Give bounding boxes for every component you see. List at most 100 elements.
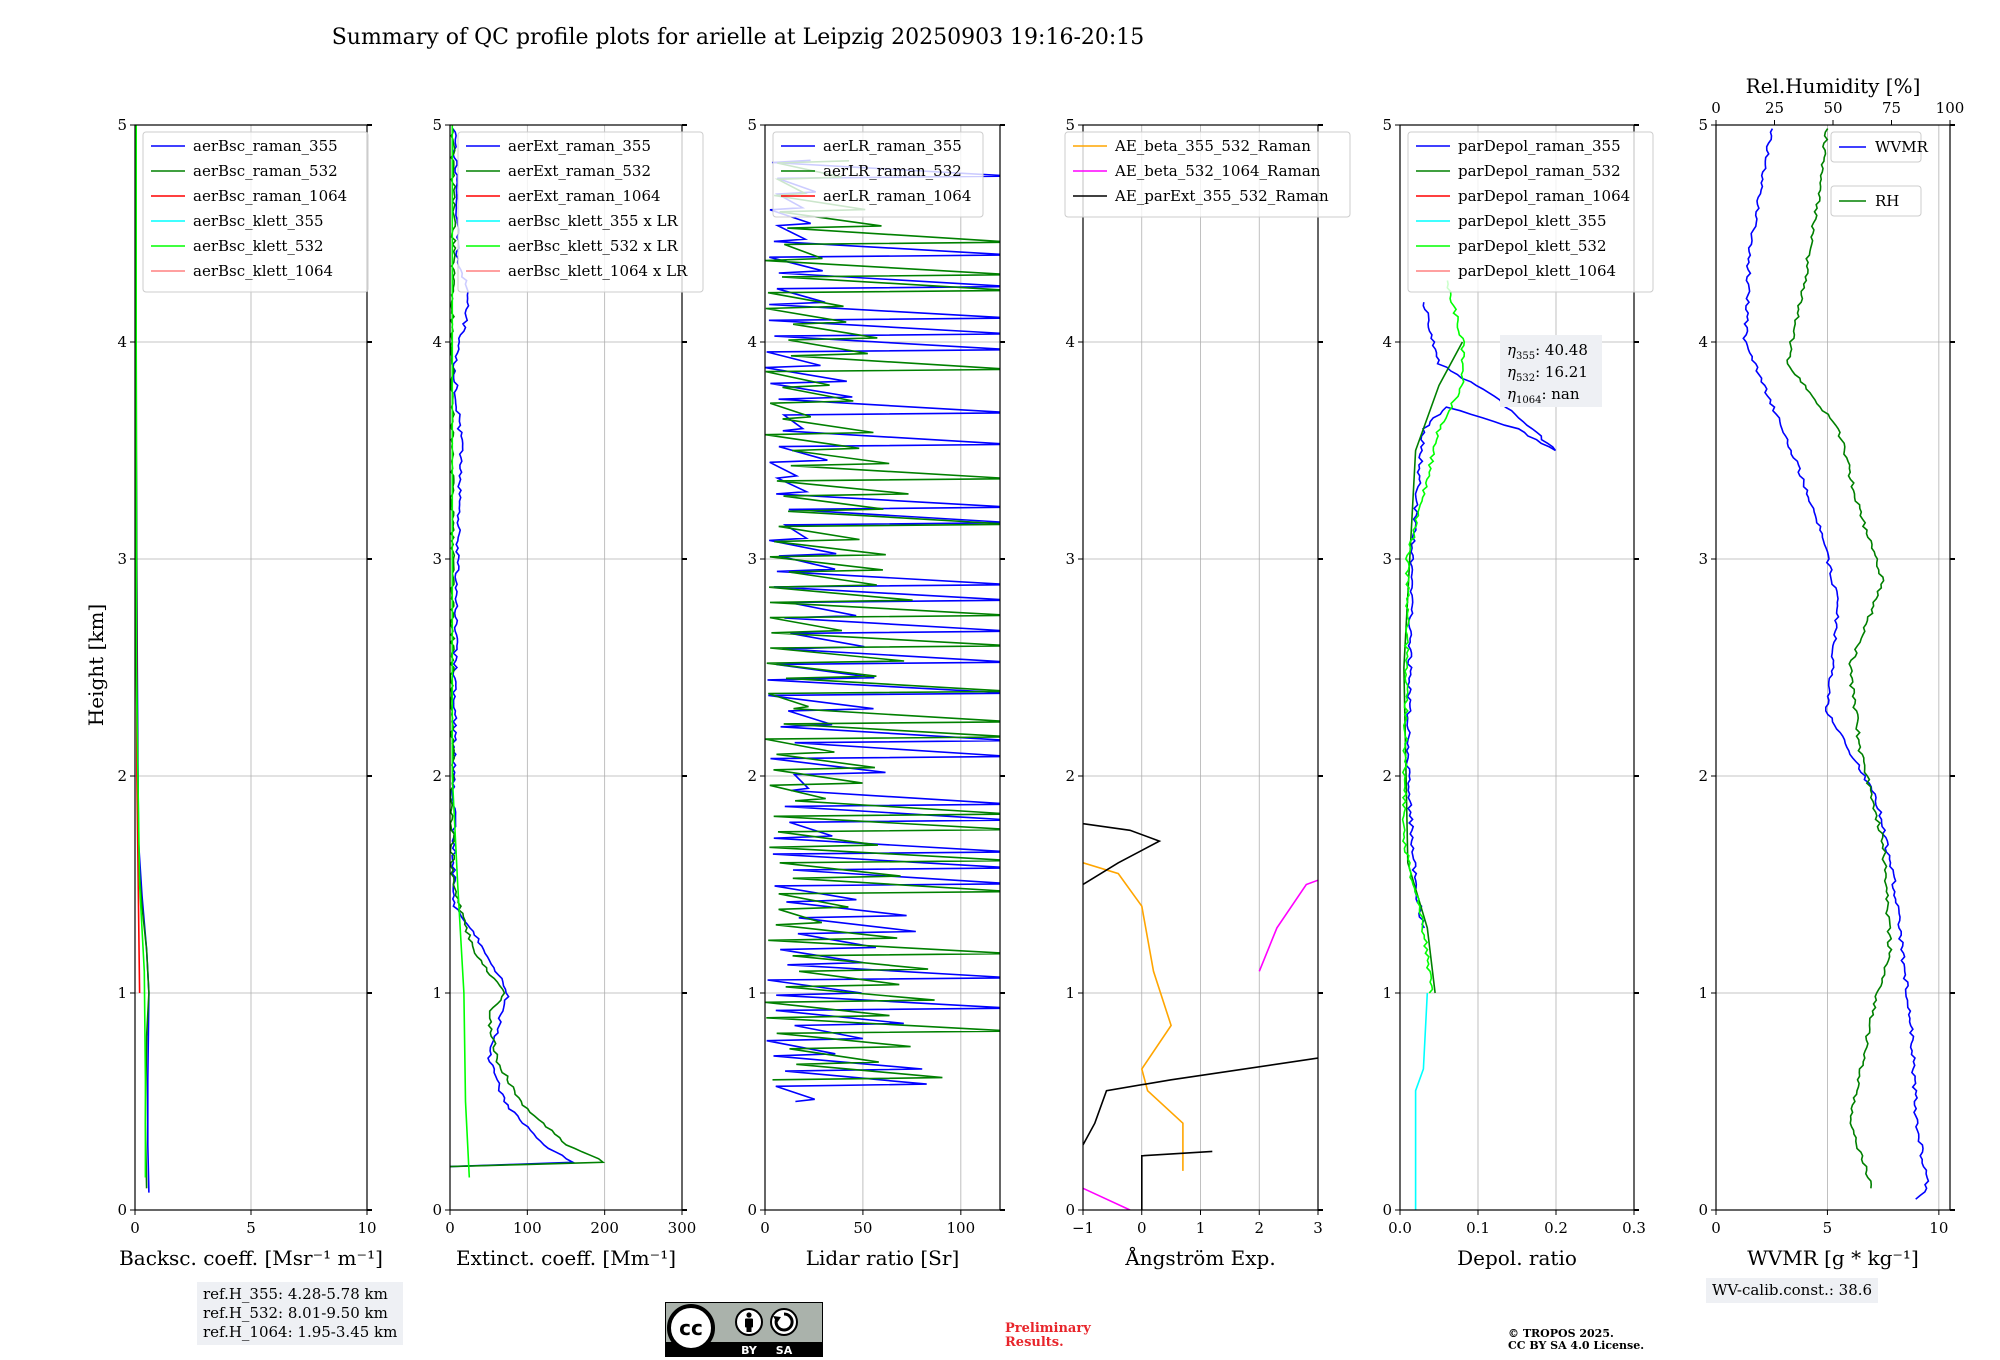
series-parDepol_raman_355 bbox=[1405, 302, 1557, 929]
x-tick-label: 0.2 bbox=[1544, 1219, 1568, 1237]
legend-label: aerBsc_klett_532 bbox=[193, 237, 324, 255]
y-tick-label: 1 bbox=[432, 984, 442, 1002]
y-tick-label: 2 bbox=[1065, 767, 1075, 785]
legend-label: aerBsc_raman_1064 bbox=[193, 187, 347, 205]
wv-calib-note: WV-calib.const.: 38.6 bbox=[1706, 1278, 1879, 1303]
y-tick-label: 2 bbox=[747, 767, 757, 785]
preliminary-results-note: Preliminary Results. bbox=[1005, 1322, 1091, 1350]
ref-h-355: ref.H_355: 4.28-5.78 km bbox=[203, 1285, 388, 1303]
y-tick-label: 0 bbox=[1698, 1201, 1708, 1219]
eta-annotation-box bbox=[1500, 335, 1602, 407]
y-tick-label: 3 bbox=[747, 550, 757, 568]
legend-label: parDepol_klett_532 bbox=[1458, 237, 1607, 255]
x-tick-label: 0 bbox=[760, 1219, 770, 1237]
series-group bbox=[1083, 822, 1318, 1210]
eta-annotation-line: η532: 16.21 bbox=[1507, 363, 1588, 384]
reference-height-note: ref.H_355: 4.28-5.78 km ref.H_532: 8.01-… bbox=[197, 1282, 404, 1345]
legend-label: parDepol_raman_1064 bbox=[1458, 187, 1630, 205]
series-parDepol_raman_532 bbox=[1403, 341, 1464, 994]
series-AE_beta_355_532_Raman bbox=[1083, 862, 1184, 1171]
y-tick-label: 4 bbox=[432, 333, 442, 351]
wv-calib-text: WV-calib.const.: 38.6 bbox=[1712, 1281, 1873, 1299]
legend-label: aerBsc_raman_532 bbox=[193, 162, 338, 180]
x-axis-label: Extinct. coeff. [Mm⁻¹] bbox=[456, 1246, 676, 1270]
series-AE_parExt_355_532_Raman bbox=[1141, 1150, 1213, 1210]
legend-box bbox=[772, 131, 984, 218]
y-tick-label: 2 bbox=[1698, 767, 1708, 785]
y-tick-label: 0 bbox=[1382, 1201, 1392, 1219]
top-x-tick-label: 50 bbox=[1823, 99, 1842, 117]
legend-label: aerLR_raman_1064 bbox=[823, 187, 971, 205]
panel-extinction: 0 100 200 300 0 1 2 3 4 5 Extinct. coeff. [Mm⁻¹] ae… bbox=[432, 116, 704, 1270]
y-tick-label: 2 bbox=[432, 767, 442, 785]
x-tick-label: 0.0 bbox=[1388, 1219, 1412, 1237]
legend-label: parDepol_raman_355 bbox=[1458, 137, 1621, 155]
series-group bbox=[450, 125, 606, 1178]
series-AE_parExt_355_532_Raman_hi bbox=[1083, 822, 1162, 886]
x-tick-label: 0 bbox=[130, 1219, 140, 1237]
legend-label: parDepol_klett_355 bbox=[1458, 212, 1607, 230]
cc-by-sa-badge: cc BY SA bbox=[665, 1302, 823, 1357]
legend-box bbox=[1407, 131, 1654, 293]
legend-label: aerBsc_klett_1064 bbox=[193, 262, 333, 280]
y-tick-label: 3 bbox=[1382, 550, 1392, 568]
legend-label: aerBsc_klett_1064 x LR bbox=[508, 262, 688, 280]
y-tick-label: 5 bbox=[747, 116, 757, 134]
legend-label: parDepol_raman_532 bbox=[1458, 162, 1621, 180]
series-RH bbox=[1786, 128, 1893, 1189]
series-WVMR bbox=[1742, 128, 1930, 1200]
figure-title: Summary of QC profile plots for arielle … bbox=[332, 25, 1145, 50]
series-aerBsc_klett_532 bbox=[135, 125, 147, 1178]
top-x-tick-label: 75 bbox=[1882, 99, 1901, 117]
axes-frame bbox=[449, 124, 683, 1211]
x-tick-label: 0 bbox=[1137, 1219, 1147, 1237]
x-tick-label: 0 bbox=[445, 1219, 455, 1237]
x-axis-label: Backsc. coeff. [Msr⁻¹ m⁻¹] bbox=[119, 1246, 383, 1270]
x-tick-label: 2 bbox=[1254, 1219, 1264, 1237]
y-tick-label: 1 bbox=[117, 984, 127, 1002]
legend-label: WVMR bbox=[1875, 138, 1929, 156]
series-AE_beta_532_1064_Raman bbox=[1258, 879, 1318, 972]
prelim-line-1: Preliminary bbox=[1005, 1321, 1091, 1336]
x-tick-label: 1 bbox=[1196, 1219, 1206, 1237]
series-aerExt_raman_355 bbox=[450, 128, 576, 1168]
panel-lidar_ratio: 0 50 100 0 1 2 3 4 5 Lidar ratio [Sr] aerLR_raman_… bbox=[747, 116, 1005, 1270]
y-tick-label: 5 bbox=[1698, 116, 1708, 134]
legend-label: aerLR_raman_355 bbox=[823, 137, 962, 155]
y-tick-label: 1 bbox=[1065, 984, 1075, 1002]
legend-label: aerBsc_klett_532 x LR bbox=[508, 237, 679, 255]
panel-depol: 0.0 0.1 0.2 0.3 0 1 2 3 4 5 Depol. ratio parDepol_r… bbox=[1382, 116, 1654, 1270]
x-tick-label: −1 bbox=[1072, 1219, 1094, 1237]
ref-h-1064: ref.H_1064: 1.95-3.45 km bbox=[203, 1323, 398, 1341]
y-tick-label: 4 bbox=[747, 333, 757, 351]
top-x-tick-label: 0 bbox=[1711, 99, 1721, 117]
x-axis-label: WVMR [g * kg⁻¹] bbox=[1747, 1246, 1919, 1270]
ref-h-532: ref.H_532: 8.01-9.50 km bbox=[203, 1304, 388, 1322]
x-axis-label: Depol. ratio bbox=[1457, 1246, 1577, 1270]
x-tick-label: 300 bbox=[668, 1219, 697, 1237]
x-tick-label: 50 bbox=[853, 1219, 872, 1237]
legend-label: parDepol_klett_1064 bbox=[1458, 262, 1616, 280]
series-group bbox=[1401, 280, 1557, 1210]
x-tick-label: 0.3 bbox=[1622, 1219, 1646, 1237]
x-tick-label: 100 bbox=[513, 1219, 542, 1237]
series-group bbox=[765, 159, 1000, 1103]
legend-box bbox=[1830, 131, 1922, 163]
y-tick-label: 1 bbox=[1382, 984, 1392, 1002]
copyright-note: © TROPOS 2025. CC BY SA 4.0 License. bbox=[1508, 1328, 1644, 1352]
top-x-tick-label: 100 bbox=[1936, 99, 1965, 117]
y-tick-label: 0 bbox=[432, 1201, 442, 1219]
copyright-line-2: CC BY SA 4.0 License. bbox=[1508, 1339, 1645, 1352]
by-text: BY bbox=[741, 1344, 758, 1357]
legend-box bbox=[142, 131, 369, 293]
x-tick-label: 10 bbox=[1929, 1219, 1948, 1237]
legend-box bbox=[1830, 185, 1922, 217]
y-tick-label: 4 bbox=[117, 333, 127, 351]
legend-box bbox=[457, 131, 704, 293]
series-group bbox=[1742, 128, 1930, 1200]
y-tick-label: 3 bbox=[1698, 550, 1708, 568]
x-tick-label: 0 bbox=[1711, 1219, 1721, 1237]
series-aerLR_raman_355 bbox=[765, 159, 1000, 1103]
axes-frame bbox=[1399, 124, 1635, 1211]
